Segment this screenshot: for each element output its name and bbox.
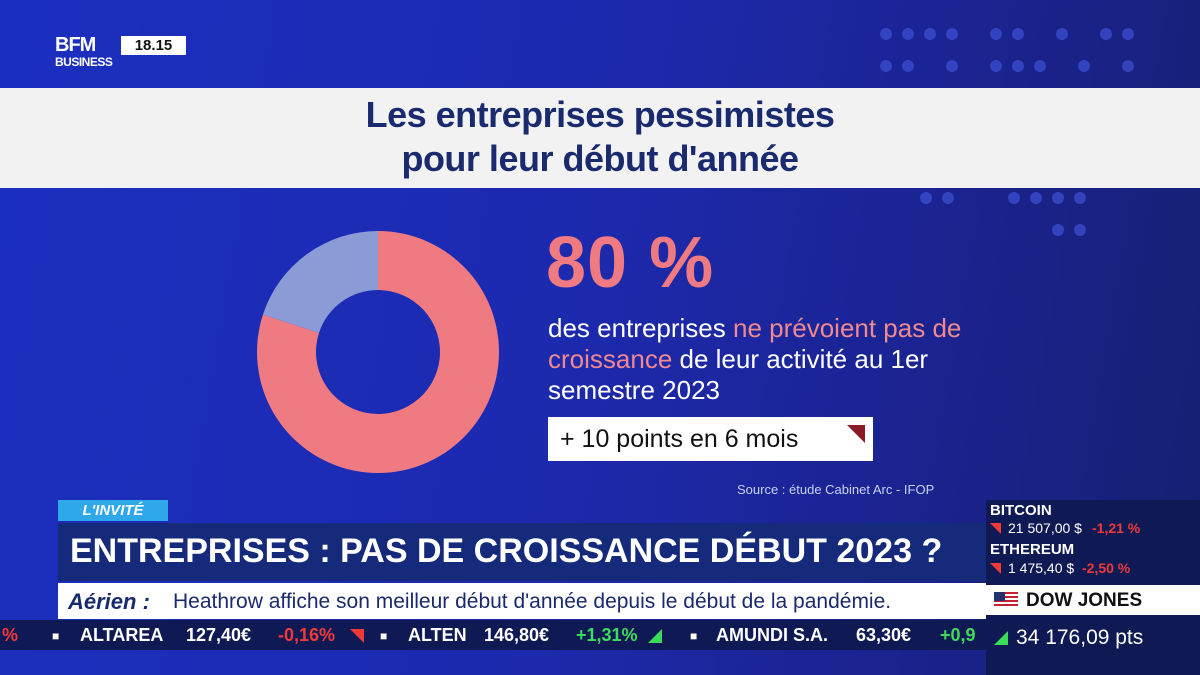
- headline: ENTREPRISES : PAS DE CROISSANCE DÉBUT 20…: [70, 532, 943, 570]
- stock-2-value: 146,80€: [484, 625, 550, 645]
- stat-description: des entreprises ne prévoient pas de croi…: [548, 313, 1008, 406]
- bitcoin-value: 21 507,00 $: [1008, 520, 1082, 536]
- donut-chart: [257, 231, 499, 473]
- bitcoin-label: BITCOIN: [990, 502, 1052, 519]
- us-flag-icon: [994, 592, 1018, 608]
- ethereum-change: -2,50 %: [1082, 560, 1131, 576]
- stock-3-change: +0,9: [940, 625, 976, 645]
- page-title-line-2: pour leur début d'année: [401, 138, 799, 179]
- dowjones-value: 34 176,09 pts: [1016, 626, 1144, 649]
- stat-desc-part-2: de leur activité au 1er semestre 2023: [548, 344, 929, 405]
- ticker-text: Heathrow affiche son meilleur début d'an…: [173, 590, 892, 613]
- stat-desc-part-1: des entreprises: [548, 313, 733, 343]
- stock-1-name: ALTAREA: [80, 625, 164, 645]
- headline-band: ENTREPRISES : PAS DE CROISSANCE DÉBUT 20…: [58, 523, 986, 581]
- stat-value: 80 %: [546, 223, 715, 303]
- decorative-dots-top: [880, 28, 1150, 78]
- donut-slice-1: [262, 231, 378, 333]
- stock-2-name: ALTEN: [408, 625, 467, 645]
- delta-badge: + 10 points en 6 mois: [548, 417, 873, 461]
- down-arrow-icon: [350, 629, 364, 643]
- decorative-dots-mid: [920, 192, 1120, 242]
- dowjones-header: DOW JONES: [986, 585, 1200, 615]
- bitcoin-change: -1,21 %: [1092, 520, 1141, 536]
- down-arrow-icon: [990, 563, 1001, 574]
- down-arrow-icon: [990, 523, 1001, 534]
- stock-0-change: %: [2, 625, 19, 645]
- ethereum-label: ETHEREUM: [990, 541, 1075, 558]
- market-panel: BITCOIN 21 507,00 $ -1,21 % ETHEREUM 1 4…: [986, 500, 1200, 675]
- stock-2-change: +1,31%: [576, 625, 638, 645]
- stock-3-value: 63,30€: [856, 625, 912, 645]
- page-title-line-1: Les entreprises pessimistes: [365, 94, 835, 135]
- delta-text: + 10 points en 6 mois: [560, 425, 799, 453]
- logo-business-text: BUSINESS: [55, 55, 113, 69]
- ethereum-value: 1 475,40 $: [1008, 560, 1075, 576]
- stock-ticker: % ■ ALTAREA 127,40€ -0,16% ■ ALTEN 146,8…: [0, 620, 986, 650]
- bfm-business-logo: BFM BUSINESS: [55, 35, 117, 73]
- stat-desc-highlight: ne prévoient pas de croissance: [548, 313, 962, 374]
- ticker-separator: ■: [690, 629, 698, 643]
- news-ticker: Aérien : Heathrow affiche son meilleur d…: [58, 583, 986, 619]
- invite-tag: L'INVITÉ: [58, 500, 168, 521]
- up-arrow-icon: [994, 631, 1008, 645]
- ticker-separator: ■: [52, 629, 60, 643]
- title-band: Les entreprises pessimistes pour leur dé…: [0, 88, 1200, 188]
- broadcast-clock: 18.15: [121, 36, 186, 55]
- logo-bfm-text: BFM: [55, 34, 96, 56]
- stock-1-value: 127,40€: [186, 625, 252, 645]
- dowjones-label: DOW JONES: [1026, 590, 1143, 611]
- donut-slice-0: [257, 231, 499, 473]
- stock-1-change: -0,16%: [278, 625, 336, 645]
- trend-down-icon: [847, 425, 865, 443]
- source-note: Source : étude Cabinet Arc - IFOP: [737, 482, 935, 497]
- up-arrow-icon: [648, 629, 662, 643]
- stock-3-name: AMUNDI S.A.: [716, 625, 828, 645]
- ticker-separator: ■: [380, 629, 388, 643]
- ticker-label: Aérien :: [68, 589, 150, 614]
